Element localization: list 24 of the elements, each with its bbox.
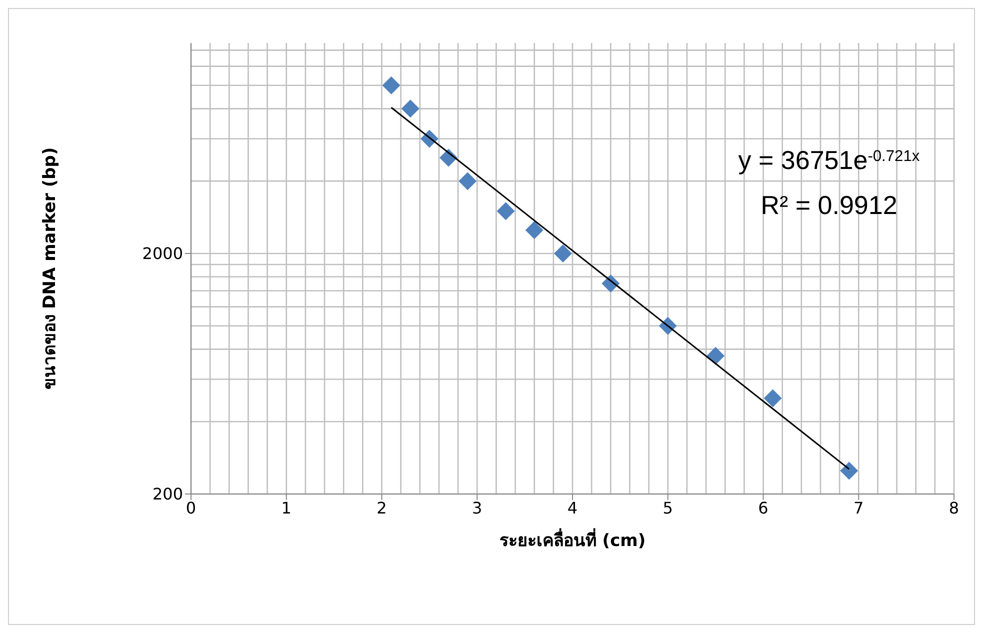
y-axis-title: ขนาดของ DNA marker (bp) [40, 147, 60, 390]
point [458, 172, 477, 190]
x-tick-label: 4 [567, 498, 578, 518]
x-axis-title: ระยะเคลื่อนที่ (cm) [499, 528, 646, 551]
point [525, 221, 544, 240]
x-tick-label: 7 [854, 498, 864, 518]
point [382, 76, 400, 94]
x-tick-label: 0 [186, 498, 196, 518]
annotation: R² = 0.9912 [760, 190, 898, 220]
annotation: y = 36751e$^{-0.721x}$ [738, 145, 920, 175]
point [496, 202, 515, 220]
point [764, 389, 782, 408]
x-tick-label: 5 [662, 498, 673, 518]
point [840, 462, 858, 480]
y-tick-label: 2000 [142, 244, 183, 264]
point [401, 100, 420, 118]
point [706, 346, 725, 365]
y-tick-label: 200 [152, 484, 183, 504]
x-tick-label: 6 [758, 498, 768, 518]
point [554, 244, 572, 262]
x-tick-label: 3 [472, 498, 482, 518]
x-tick-label: 1 [281, 498, 292, 518]
x-tick-label: 8 [948, 498, 960, 518]
x-tick-label: 2 [376, 498, 387, 518]
